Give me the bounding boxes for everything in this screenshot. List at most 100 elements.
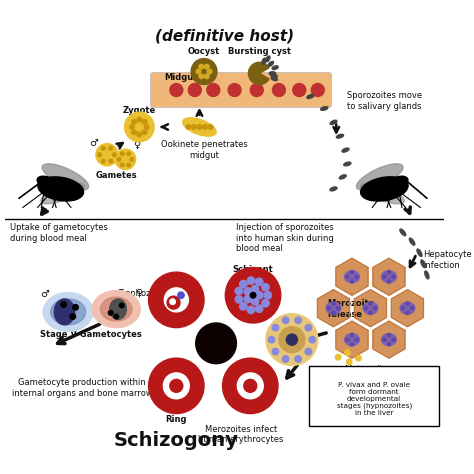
Text: Stage V Gametocytes: Stage V Gametocytes [40,329,142,338]
Circle shape [356,356,361,361]
Circle shape [145,125,149,129]
Circle shape [129,125,134,129]
Circle shape [350,343,354,346]
Ellipse shape [41,183,84,204]
Ellipse shape [425,271,429,279]
Circle shape [346,338,349,341]
Ellipse shape [92,291,140,328]
Circle shape [332,302,335,305]
Text: Gametes: Gametes [95,171,137,180]
Circle shape [120,163,124,167]
Circle shape [137,132,142,137]
Text: Sporozoites move
to salivary glands: Sporozoites move to salivary glands [347,91,422,111]
Circle shape [164,288,188,312]
FancyBboxPatch shape [310,366,439,426]
Circle shape [244,295,252,303]
Circle shape [387,280,391,283]
Text: (definitive host): (definitive host) [155,29,294,44]
Text: ♂: ♂ [40,289,48,299]
Circle shape [355,338,358,341]
Circle shape [244,288,252,295]
Text: ♀: ♀ [135,287,142,298]
Circle shape [115,149,136,170]
Ellipse shape [55,299,74,325]
Circle shape [266,314,318,365]
Circle shape [61,302,66,307]
Circle shape [142,130,147,135]
Text: Zygote: Zygote [123,106,156,115]
Circle shape [199,64,204,69]
Circle shape [228,83,241,97]
Ellipse shape [320,107,328,110]
Circle shape [178,292,184,299]
Ellipse shape [361,177,408,201]
Circle shape [237,373,263,399]
Circle shape [295,317,301,324]
Circle shape [186,125,191,129]
Ellipse shape [51,299,86,325]
Ellipse shape [38,177,83,201]
Circle shape [286,334,297,345]
Circle shape [272,348,279,355]
Ellipse shape [345,334,359,346]
Ellipse shape [100,297,132,321]
Ellipse shape [266,56,270,62]
Text: Hepatocyte
infection: Hepatocyte infection [423,250,472,270]
Circle shape [383,275,386,278]
Circle shape [346,359,352,365]
Text: Bursting cyst: Bursting cyst [228,46,291,55]
Ellipse shape [330,187,337,191]
Circle shape [130,157,134,161]
Text: Injection of sporozoites
into human skin during
blood meal: Injection of sporozoites into human skin… [237,223,334,253]
Ellipse shape [400,302,415,314]
Circle shape [188,83,201,97]
Circle shape [247,306,255,314]
Circle shape [295,356,301,362]
Ellipse shape [382,271,396,283]
Circle shape [207,83,220,97]
Circle shape [109,159,112,163]
Circle shape [101,159,105,163]
Circle shape [364,307,367,310]
Ellipse shape [382,334,396,346]
Ellipse shape [307,94,314,99]
Circle shape [350,271,354,274]
Circle shape [305,324,311,331]
Circle shape [222,358,278,414]
Circle shape [262,300,269,307]
Text: P. vivax and P. ovale
form dormant
developmental
stages (hypnozoites)
in the liv: P. vivax and P. ovale form dormant devel… [337,382,412,416]
Ellipse shape [43,292,93,331]
Circle shape [255,305,263,312]
Text: Trophozoite: Trophozoite [118,289,166,298]
Circle shape [109,310,113,315]
Ellipse shape [342,148,349,152]
Circle shape [208,125,213,129]
Circle shape [120,152,124,155]
Ellipse shape [183,118,216,136]
Circle shape [125,112,154,142]
Circle shape [96,144,118,166]
Circle shape [73,304,78,310]
Circle shape [262,283,269,291]
Circle shape [251,285,259,293]
Circle shape [406,302,409,305]
Ellipse shape [417,249,422,256]
Circle shape [240,303,247,310]
Polygon shape [373,258,405,295]
Circle shape [383,338,386,341]
Ellipse shape [421,260,426,268]
Circle shape [256,292,263,299]
Circle shape [207,69,212,74]
Text: Ookinete penetrates
midgut: Ookinete penetrates midgut [161,140,247,160]
Circle shape [268,337,275,343]
Circle shape [346,275,349,278]
Circle shape [196,69,201,74]
Circle shape [250,292,256,298]
Circle shape [101,146,105,150]
Text: Midgut: Midgut [164,73,198,82]
Circle shape [406,311,409,314]
Circle shape [114,314,118,319]
Ellipse shape [272,66,278,70]
Ellipse shape [389,176,408,189]
Ellipse shape [363,302,378,314]
